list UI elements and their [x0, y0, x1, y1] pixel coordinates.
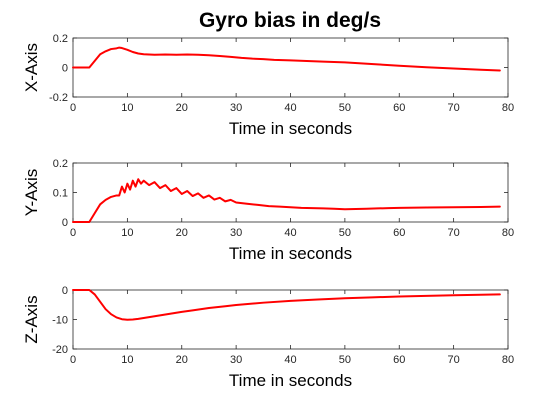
x-tick-label: 0 [70, 227, 76, 239]
x-tick-label: 70 [448, 354, 460, 366]
y-axis-label: Z-Axis [22, 295, 41, 343]
y-tick-label: -0.2 [49, 92, 68, 104]
x-tick-label: 80 [502, 354, 514, 366]
x-tick-label: 0 [70, 354, 76, 366]
x-tick-label: 80 [502, 102, 514, 114]
x-tick-label: 40 [284, 354, 296, 366]
series-line-1 [72, 289, 501, 321]
x-tick-label: 10 [121, 102, 133, 114]
x-tick-label: 50 [339, 227, 351, 239]
y-tick-label: 0 [62, 217, 68, 229]
y-tick-label: 0.2 [53, 158, 68, 170]
plot-area [72, 162, 509, 223]
x-tick-label: 40 [284, 102, 296, 114]
plot-area [72, 289, 509, 350]
x-tick-label: 50 [339, 102, 351, 114]
x-tick-label: 70 [448, 102, 460, 114]
x-axis-label: Time in seconds [229, 119, 352, 138]
x-tick-label: 0 [70, 102, 76, 114]
x-axis-label: Time in seconds [229, 244, 352, 263]
y-tick-label: -10 [52, 315, 68, 327]
x-tick-label: 30 [230, 227, 242, 239]
y-axis-label: Y-Axis [22, 169, 41, 217]
x-tick-label: 70 [448, 227, 460, 239]
x-tick-label: 10 [121, 227, 133, 239]
x-tick-label: 30 [230, 354, 242, 366]
series-line-1 [72, 46, 501, 72]
x-tick-label: 20 [176, 227, 188, 239]
x-tick-label: 60 [393, 102, 405, 114]
x-tick-label: 50 [339, 354, 351, 366]
subplot-3: 0 10 20 30 40 50 60 70 80 -20 -10 0 Time in seconds Z… [22, 285, 514, 390]
y-tick-label: -20 [52, 344, 68, 356]
x-tick-label: 40 [284, 227, 296, 239]
x-tick-label: 60 [393, 227, 405, 239]
y-axis-label: X-Axis [22, 43, 41, 92]
x-axis-label: Time in seconds [229, 371, 352, 390]
y-tick-label: 0 [62, 63, 68, 75]
x-tick-label: 20 [176, 354, 188, 366]
x-tick-label: 20 [176, 102, 188, 114]
y-tick-label: 0 [62, 285, 68, 297]
y-tick-label: 0.2 [53, 33, 68, 45]
x-tick-label: 60 [393, 354, 405, 366]
subplot-2: 0 10 20 30 40 50 60 70 80 0 0.1 0.2 Time in seconds Y… [22, 158, 514, 263]
figure-title: Gyro bias in deg/s [199, 9, 381, 32]
x-tick-label: 80 [502, 227, 514, 239]
x-tick-label: 10 [121, 354, 133, 366]
series-line-1 [72, 178, 501, 223]
y-tick-label: 0.1 [53, 188, 68, 200]
x-tick-label: 30 [230, 102, 242, 114]
